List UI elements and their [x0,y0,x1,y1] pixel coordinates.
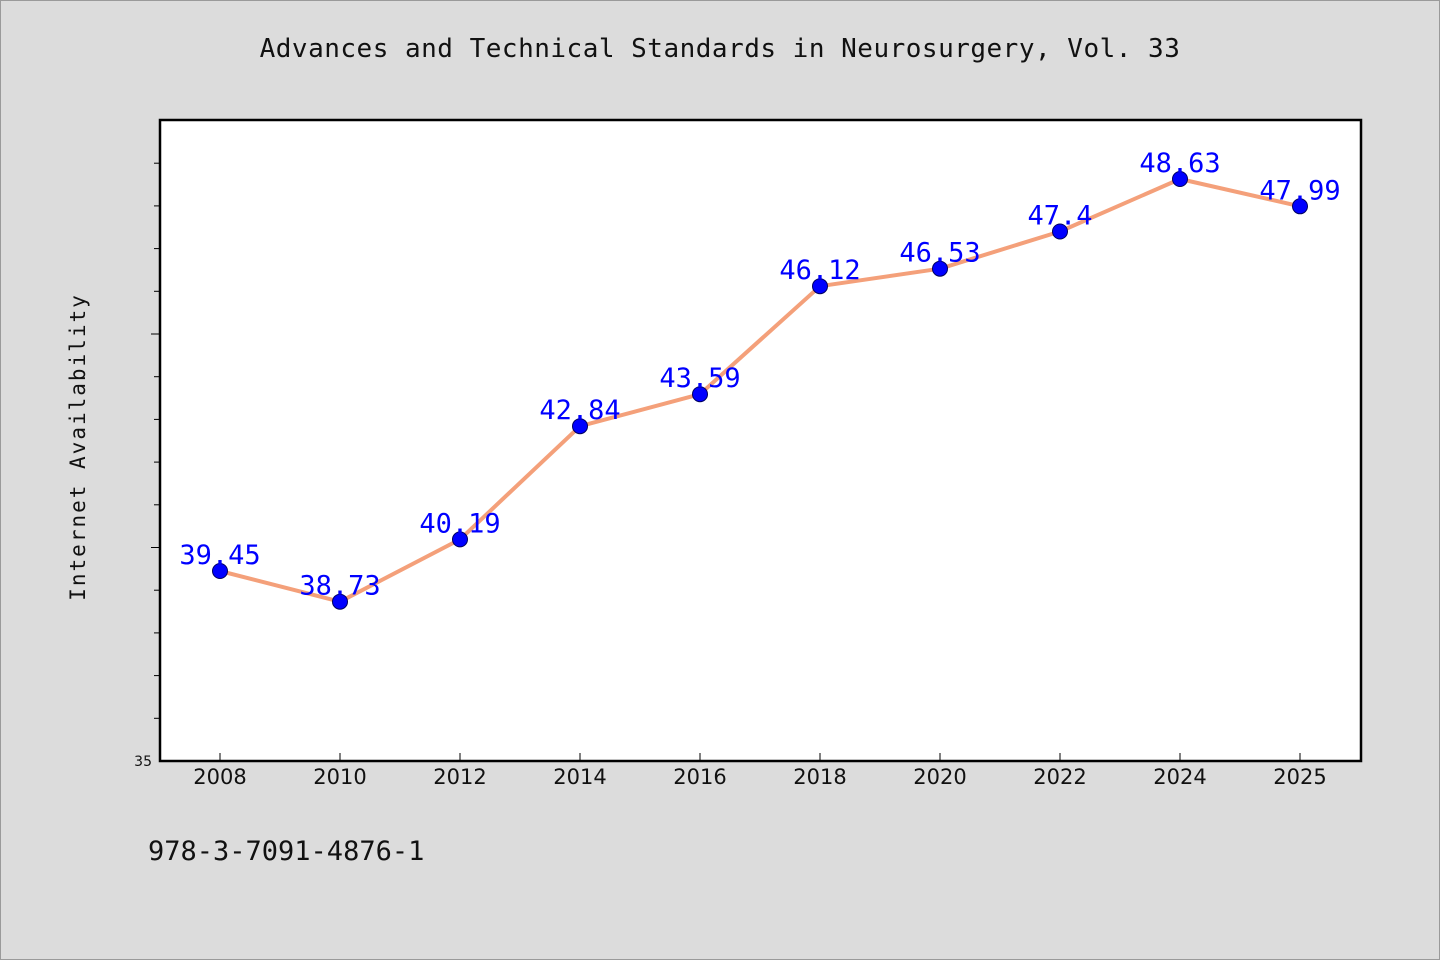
x-axis-ticks: 2008 2010 2012 2014 2016 2018 2020 2022 2024 2025 [193,753,1327,789]
data-point [452,531,468,548]
data-point [1172,171,1188,187]
data-point [812,278,828,295]
data-label: 48.63 [1139,148,1220,179]
data-point [212,563,228,579]
data-point [692,386,708,403]
data-point [1052,223,1068,240]
data-label: 46.12 [779,255,860,286]
data-point [932,260,948,277]
data-point [572,418,588,435]
y-tick-label: 35 [134,754,152,770]
x-tick-label: 2024 [1153,765,1206,789]
data-labels: 39.45 38.73 40.19 42.84 43.59 46.12 46.53 47.4 4… [179,148,1340,602]
y-axis-ticks: 35 [134,162,160,770]
x-tick-label: 2018 [793,765,846,789]
x-tick-label: 2025 [1273,765,1326,789]
data-point [1292,198,1308,215]
plot-area [158,118,1363,763]
data-label: 47.4 [1027,201,1092,232]
isbn-text: 978-3-7091-4876-1 [148,836,425,867]
chart-title: Advances and Technical Standards in Neur… [259,34,1181,64]
series-line [218,177,1302,604]
x-tick-label: 2020 [913,765,966,789]
data-label: 38.73 [299,571,380,602]
data-label: 47.99 [1259,175,1340,206]
x-tick-label: 2012 [433,765,486,789]
data-label: 40.19 [419,508,500,539]
x-tick-label: 2022 [1033,765,1086,789]
data-label: 42.84 [539,395,620,426]
x-tick-label: 2014 [553,765,606,789]
data-markers [212,171,1308,610]
x-tick-label: 2008 [193,765,246,789]
data-point [332,593,348,610]
data-label: 46.53 [899,238,980,269]
x-tick-label: 2010 [313,765,366,789]
data-label: 43.59 [659,363,740,394]
x-tick-label: 2016 [673,765,726,789]
data-label: 39.45 [179,540,260,571]
